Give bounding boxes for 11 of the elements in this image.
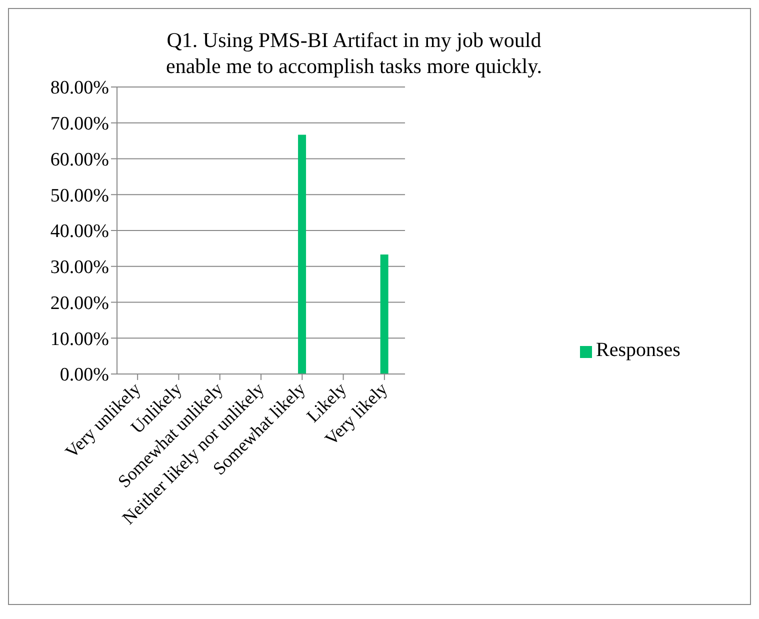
y-tick-label: 60.00% <box>50 149 110 170</box>
y-tick-label: 80.00% <box>50 78 110 99</box>
legend-label: Responses <box>596 339 680 361</box>
chart-title: Q1. Using PMS-BI Artifact in my job would enable me to accomplish tasks more quickly. <box>165 27 543 79</box>
y-tick-label: 20.00% <box>50 292 110 314</box>
y-tick-label: 30.00% <box>50 257 110 278</box>
y-tick-label: 70.00% <box>50 114 110 135</box>
y-tick-label: 40.00% <box>50 221 110 242</box>
y-tick-label: 10.00% <box>50 328 110 350</box>
y-tick-label: 50.00% <box>50 185 110 206</box>
y-tick-label: 0.00% <box>60 364 110 386</box>
